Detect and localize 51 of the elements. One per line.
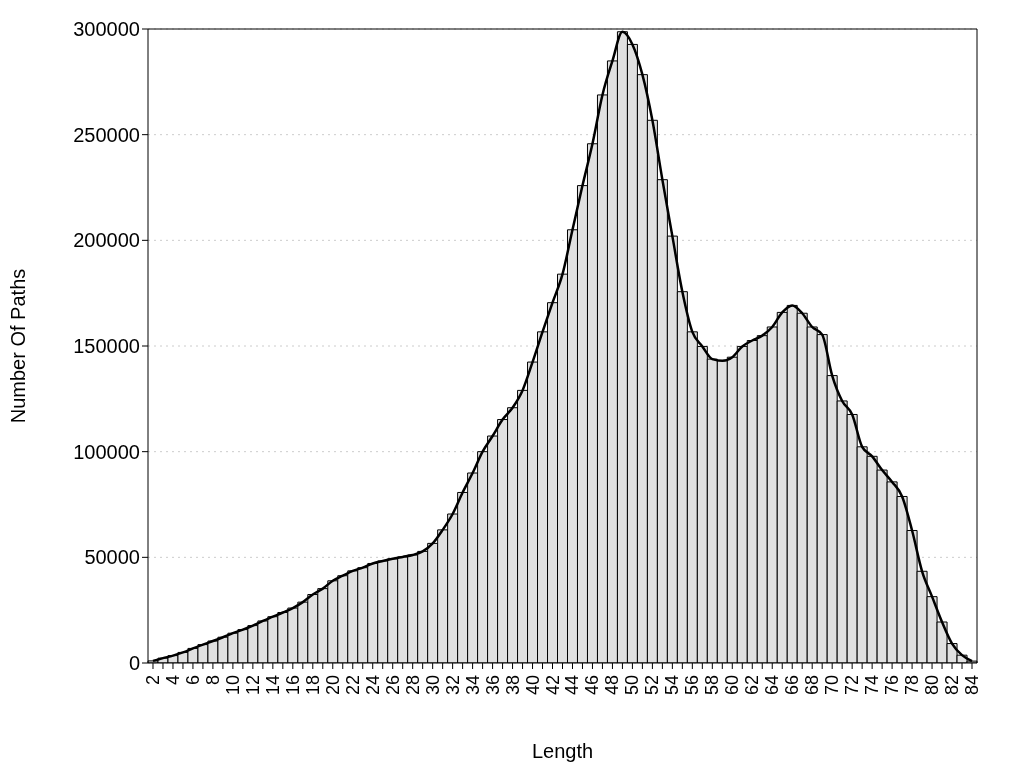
- x-axis-title: Length: [531, 740, 594, 762]
- x-tick-label: 12: [242, 675, 263, 696]
- y-tick-label: 200000: [73, 229, 140, 252]
- y-tick-label: 300000: [73, 18, 140, 41]
- x-tick-label: 48: [602, 675, 623, 696]
- y-tick-label: 100000: [73, 440, 140, 463]
- x-tick-label: 70: [822, 675, 843, 696]
- y-axis-title: Number Of Paths: [7, 268, 30, 424]
- x-tick-label: 66: [782, 675, 803, 696]
- x-tick-label: 4: [162, 675, 183, 686]
- x-tick-label: 42: [542, 675, 563, 696]
- x-tick-label: 46: [582, 675, 603, 696]
- x-tick-label: 40: [522, 675, 543, 696]
- x-tick-label: 82: [942, 675, 963, 696]
- x-tick-label: 50: [622, 675, 643, 696]
- x-tick-label: 64: [762, 675, 783, 696]
- x-tick-label: 2: [142, 675, 163, 686]
- x-tick-label: 20: [322, 675, 343, 696]
- x-tick-label: 78: [902, 675, 923, 696]
- x-tick-label: 10: [222, 675, 243, 696]
- x-tick-label: 32: [442, 675, 463, 696]
- y-tick-label: 150000: [73, 335, 140, 358]
- x-tick-label: 44: [562, 675, 583, 696]
- x-tick-label: 36: [482, 675, 503, 696]
- y-tick-label: 0: [128, 652, 140, 675]
- x-tick-label: 58: [702, 675, 723, 696]
- x-tick-label: 24: [362, 675, 383, 696]
- x-tick-label: 72: [842, 675, 863, 696]
- x-tick-label: 22: [342, 675, 363, 696]
- x-tick-label: 62: [742, 675, 763, 696]
- x-tick-label: 8: [202, 675, 223, 686]
- x-tick-label: 74: [862, 675, 883, 696]
- y-tick-label: 250000: [73, 123, 140, 146]
- x-tick-label: 60: [722, 675, 743, 696]
- x-tick-label: 6: [182, 675, 203, 686]
- x-tick-label: 16: [282, 675, 303, 696]
- x-tick-label: 76: [882, 675, 903, 696]
- x-tick-label: 38: [502, 675, 523, 696]
- x-tick-label: 68: [802, 675, 823, 696]
- x-tick-label: 52: [642, 675, 663, 696]
- x-tick-label: 14: [262, 675, 283, 696]
- x-tick-label: 54: [662, 675, 683, 696]
- x-tick-label: 30: [422, 675, 443, 696]
- x-tick-label: 80: [922, 675, 943, 696]
- x-tick-label: 18: [302, 675, 323, 696]
- x-tick-label: 34: [462, 675, 483, 696]
- x-tick-label: 26: [382, 675, 403, 696]
- x-tick-label: 84: [962, 675, 983, 696]
- y-tick-label: 50000: [84, 546, 140, 569]
- x-tick-label: 56: [682, 675, 703, 696]
- x-tick-label: 28: [402, 675, 423, 696]
